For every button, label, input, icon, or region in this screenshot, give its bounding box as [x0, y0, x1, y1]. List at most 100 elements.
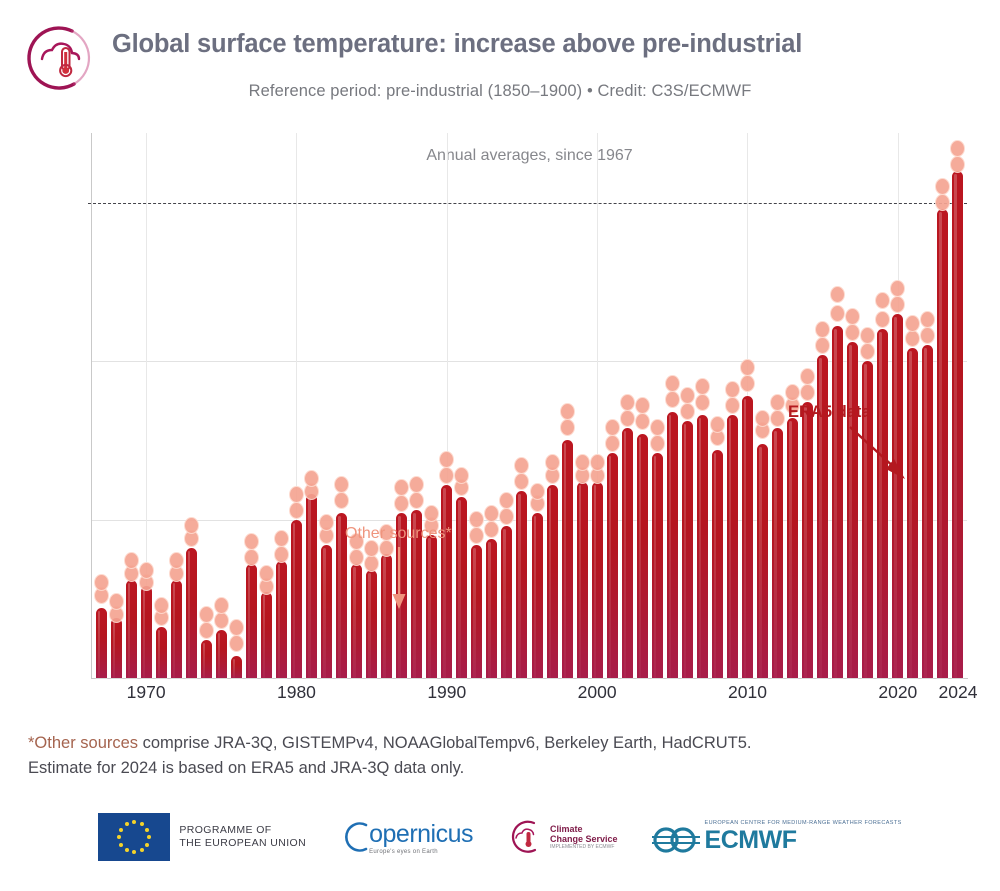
- other-source-dot: [514, 457, 530, 475]
- threshold-line-1-5c: [88, 202, 967, 204]
- bar: [381, 554, 393, 678]
- bar: [110, 617, 122, 679]
- other-source-dot: [845, 308, 861, 326]
- bar: [636, 434, 648, 678]
- other-source-dot: [604, 419, 620, 437]
- bar: [546, 484, 558, 679]
- c3s-tagline: IMPLEMENTED BY ECMWF: [550, 844, 615, 850]
- bar: [336, 513, 348, 678]
- bar: [772, 427, 784, 679]
- bar: [787, 418, 799, 678]
- other-source-dot: [409, 476, 425, 494]
- bar: [591, 481, 603, 679]
- ecmwf-logo: EUROPEAN CENTRE FOR MEDIUM-RANGE WEATHER…: [651, 820, 902, 855]
- other-source-dot: [168, 552, 184, 570]
- c3s-wordmark: Climate Change Service: [550, 824, 618, 844]
- other-source-dot: [334, 492, 350, 510]
- other-source-dot: [559, 419, 575, 437]
- bar: [937, 209, 949, 678]
- plot-note: Annual averages, since 1967: [426, 147, 633, 164]
- bar: [245, 563, 257, 679]
- bar: [260, 592, 272, 678]
- other-source-dot: [153, 596, 169, 614]
- bar: [696, 415, 708, 678]
- other-source-dot: [454, 466, 470, 484]
- bar: [200, 639, 212, 678]
- other-source-dot: [649, 435, 665, 453]
- other-source-dot: [664, 390, 680, 408]
- annotation-era5-arrow: [849, 426, 905, 479]
- eu-logo: PROGRAMME OF THE EUROPEAN UNION: [98, 813, 306, 861]
- bar: [471, 544, 483, 679]
- other-source-dot: [649, 419, 665, 437]
- eu-star: [147, 835, 152, 839]
- x-axis-tick-label: 2024: [938, 682, 978, 702]
- other-source-dot: [364, 539, 380, 557]
- other-source-dot: [514, 473, 530, 491]
- other-source-dot: [860, 343, 876, 361]
- other-source-dot: [409, 492, 425, 510]
- other-source-dot: [950, 156, 966, 174]
- bar: [290, 519, 302, 679]
- other-source-dot: [334, 476, 350, 494]
- other-source-dot: [739, 358, 755, 376]
- other-source-dot: [123, 552, 139, 570]
- other-source-dot: [860, 327, 876, 345]
- other-source-dot: [243, 533, 259, 551]
- gridline-vertical: [597, 133, 599, 678]
- other-source-dot: [394, 495, 410, 513]
- other-source-dot: [288, 501, 304, 519]
- footnote: *Other sources comprise JRA-3Q, GISTEMPv…: [28, 731, 968, 781]
- other-source-dot: [664, 374, 680, 392]
- annotation-other-sources-label: Other sources*: [345, 525, 452, 542]
- other-source-dot: [394, 479, 410, 497]
- bar: [922, 345, 934, 678]
- x-axis-tick-label: 1970: [126, 682, 166, 702]
- footnote-line-2: Estimate for 2024 is based on ERA5 and J…: [28, 759, 465, 777]
- other-source-dot: [604, 435, 620, 453]
- other-source-dot: [484, 504, 500, 522]
- other-source-dot: [439, 466, 455, 484]
- bar: [576, 481, 588, 679]
- other-source-dot: [830, 286, 846, 304]
- page-title: Global surface temperature: increase abo…: [112, 30, 803, 58]
- x-axis-tick-label: 2010: [728, 682, 767, 702]
- eu-star: [119, 827, 124, 832]
- other-source-dot: [815, 336, 831, 354]
- other-source-dot: [755, 409, 771, 427]
- other-source-dot: [288, 485, 304, 503]
- other-source-dot: [800, 384, 816, 402]
- c3s-logo: Climate Change Service IMPLEMENTED BY EC…: [507, 819, 618, 855]
- gridline-vertical: [446, 133, 448, 678]
- bar: [651, 453, 663, 678]
- bar: [531, 513, 543, 678]
- bar: [321, 544, 333, 679]
- logo-bar: PROGRAMME OF THE EUROPEAN UNION opernicu…: [0, 806, 1000, 868]
- other-source-dot: [273, 530, 289, 548]
- other-source-dot: [424, 504, 440, 522]
- bar: [351, 563, 363, 679]
- other-source-dot: [559, 403, 575, 421]
- bar: [711, 449, 723, 679]
- bar: [892, 313, 904, 679]
- other-source-dot: [770, 409, 786, 427]
- other-source-dot: [273, 545, 289, 563]
- other-source-dot: [724, 381, 740, 399]
- other-source-dot: [619, 393, 635, 411]
- eu-logo-text: PROGRAMME OF THE EUROPEAN UNION: [179, 824, 306, 850]
- eu-flag-icon: [98, 813, 171, 861]
- other-source-dot: [379, 523, 395, 541]
- other-source-dot: [935, 194, 951, 212]
- x-axis-tick-label: 2020: [878, 682, 918, 702]
- other-source-dot: [724, 397, 740, 414]
- c3s-line-1: Climate: [550, 824, 583, 834]
- eu-star: [139, 847, 144, 852]
- other-source-dot: [499, 492, 515, 510]
- chart-header: Global surface temperature: increase abo…: [0, 0, 1000, 120]
- bar: [847, 342, 859, 678]
- bar: [230, 655, 242, 679]
- gridline-vertical: [296, 133, 298, 678]
- other-source-dot: [634, 412, 650, 430]
- other-source-dot: [890, 295, 906, 313]
- bar: [907, 348, 919, 678]
